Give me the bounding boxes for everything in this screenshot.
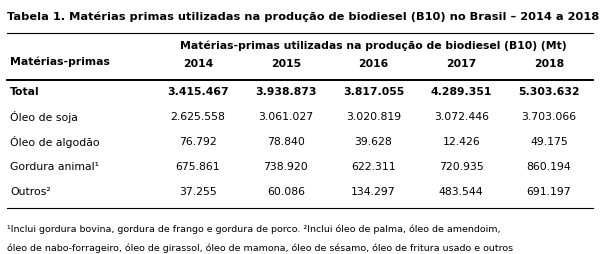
Text: óleo de nabo-forrageiro, óleo de girassol, óleo de mamona, óleo de sésamo, óleo : óleo de nabo-forrageiro, óleo de girasso…	[7, 243, 514, 252]
Text: 134.297: 134.297	[351, 186, 396, 197]
Text: Gordura animal¹: Gordura animal¹	[10, 162, 99, 172]
Text: 49.175: 49.175	[530, 137, 568, 147]
Text: 78.840: 78.840	[267, 137, 305, 147]
Text: Óleo de algodão: Óleo de algodão	[10, 136, 100, 148]
Text: ¹Inclui gordura bovina, gordura de frango e gordura de porco. ²Inclui óleo de pa: ¹Inclui gordura bovina, gordura de frang…	[7, 224, 500, 233]
Text: 76.792: 76.792	[179, 137, 217, 147]
Text: Outros²: Outros²	[10, 186, 51, 197]
Text: 675.861: 675.861	[176, 162, 220, 172]
Text: 3.703.066: 3.703.066	[521, 112, 577, 122]
Text: 622.311: 622.311	[351, 162, 396, 172]
Text: 4.289.351: 4.289.351	[431, 87, 492, 97]
Text: 39.628: 39.628	[355, 137, 392, 147]
Text: 3.072.446: 3.072.446	[434, 112, 489, 122]
Text: Óleo de soja: Óleo de soja	[10, 111, 78, 123]
Text: Total: Total	[10, 87, 40, 97]
Text: 483.544: 483.544	[439, 186, 484, 197]
Text: 3.415.467: 3.415.467	[167, 87, 229, 97]
Text: Tabela 1. Matérias primas utilizadas na produção de biodiesel (B10) no Brasil – : Tabela 1. Matérias primas utilizadas na …	[7, 11, 599, 22]
Text: 2018: 2018	[534, 59, 564, 69]
Text: 3.020.819: 3.020.819	[346, 112, 401, 122]
Text: 3.938.873: 3.938.873	[255, 87, 317, 97]
Text: 37.255: 37.255	[179, 186, 217, 197]
Text: 860.194: 860.194	[527, 162, 571, 172]
Text: 2015: 2015	[271, 59, 301, 69]
Text: 738.920: 738.920	[263, 162, 308, 172]
Text: 12.426: 12.426	[442, 137, 480, 147]
Text: 2016: 2016	[358, 59, 389, 69]
Text: Matérias-primas utilizadas na produção de biodiesel (B10) (Mt): Matérias-primas utilizadas na produção d…	[180, 40, 567, 51]
Text: 3.061.027: 3.061.027	[258, 112, 313, 122]
Text: Matérias-primas: Matérias-primas	[10, 56, 110, 67]
Text: 2.625.558: 2.625.558	[170, 112, 226, 122]
Text: 720.935: 720.935	[439, 162, 484, 172]
Text: 2014: 2014	[183, 59, 213, 69]
Text: 3.817.055: 3.817.055	[343, 87, 404, 97]
Text: 5.303.632: 5.303.632	[518, 87, 580, 97]
Text: 691.197: 691.197	[527, 186, 571, 197]
Text: 2017: 2017	[446, 59, 476, 69]
Text: 60.086: 60.086	[267, 186, 305, 197]
